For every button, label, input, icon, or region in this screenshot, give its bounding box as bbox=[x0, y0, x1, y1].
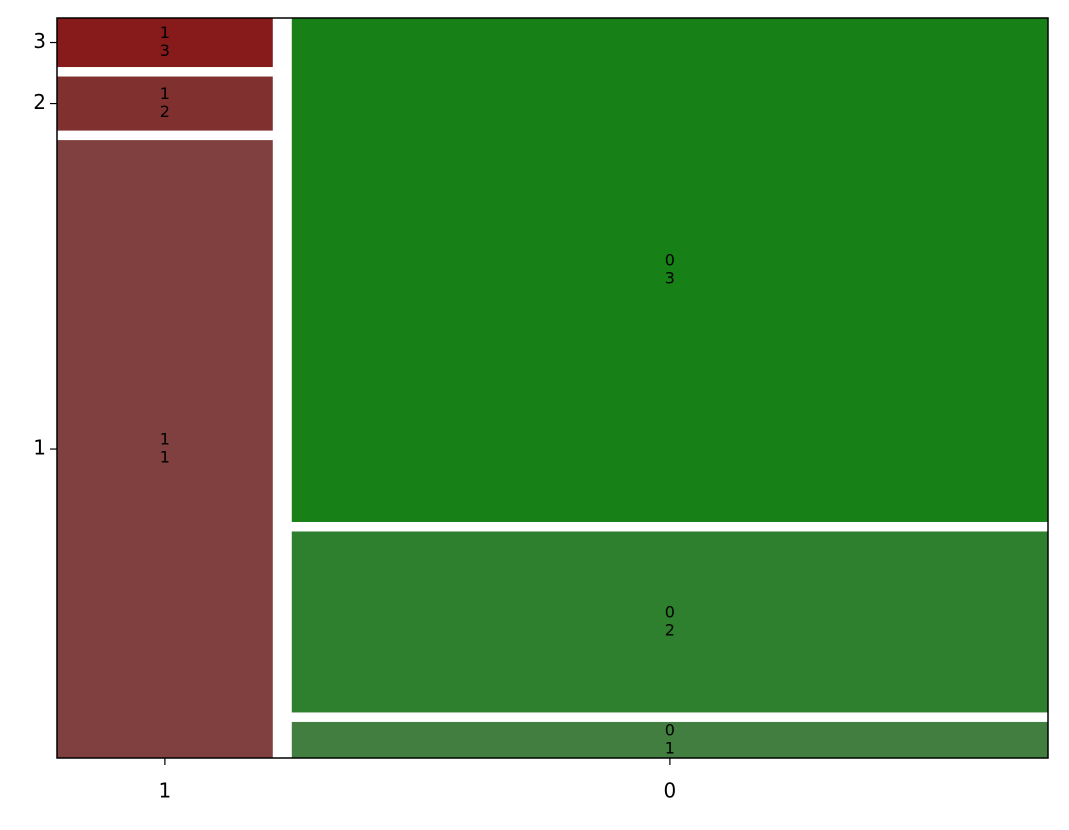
cell-label: 2 bbox=[665, 620, 675, 639]
mosaic-cell bbox=[291, 721, 1048, 758]
mosaic-cell bbox=[291, 531, 1048, 713]
mosaic-cell bbox=[57, 140, 273, 758]
x-tick-label: 0 bbox=[664, 779, 677, 803]
cell-label: 1 bbox=[665, 738, 675, 757]
y-tick-label: 2 bbox=[33, 90, 46, 114]
mosaic-cell bbox=[57, 18, 273, 68]
cell-label: 2 bbox=[160, 102, 170, 121]
mosaic-cell bbox=[291, 18, 1048, 522]
mosaic-cell bbox=[57, 76, 273, 131]
cell-label: 0 bbox=[665, 602, 675, 621]
cell-label: 0 bbox=[665, 720, 675, 739]
cell-label: 3 bbox=[160, 41, 170, 60]
cell-label: 1 bbox=[160, 84, 170, 103]
x-tick-label: 1 bbox=[159, 779, 172, 803]
y-tick-label: 1 bbox=[33, 436, 46, 460]
cell-label: 1 bbox=[160, 448, 170, 467]
y-tick-label: 3 bbox=[33, 29, 46, 53]
cell-label: 3 bbox=[665, 268, 675, 287]
cell-label: 0 bbox=[665, 250, 675, 269]
cell-label: 1 bbox=[160, 23, 170, 42]
axes-frame bbox=[56, 17, 1049, 759]
cell-label: 1 bbox=[160, 430, 170, 449]
